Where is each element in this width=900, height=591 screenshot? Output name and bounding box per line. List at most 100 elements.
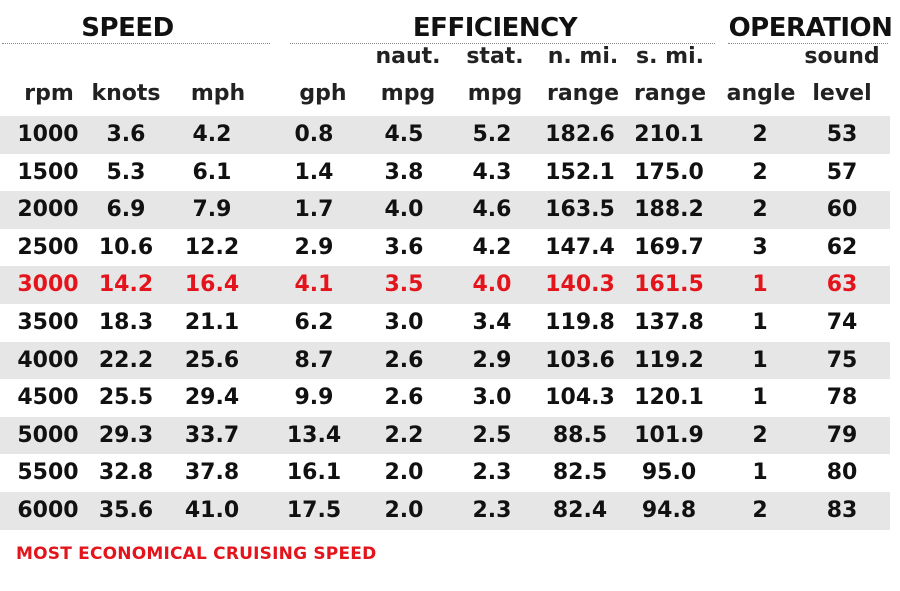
table-cell: 2.9: [294, 234, 334, 260]
table-cell: 82.4: [552, 497, 608, 523]
table-cell: 17.5: [286, 497, 342, 523]
table-cell: 120.1: [634, 385, 704, 411]
table-cell: 75: [826, 347, 858, 373]
table-cell: 2.9: [472, 347, 512, 373]
operation-divider: [728, 43, 888, 44]
table-cell: 63: [826, 272, 858, 298]
table-cell: 1000: [17, 122, 79, 147]
header-s-range-line2: range: [633, 81, 707, 106]
table-cell: 5.2: [472, 122, 512, 147]
table-cell: 163.5: [545, 197, 615, 223]
header-rpm: rpm: [24, 81, 74, 106]
efficiency-divider: [290, 43, 715, 44]
table-cell: 2500: [17, 234, 79, 260]
table-cell: 3.8: [384, 159, 424, 185]
table-cell: 3: [752, 234, 768, 260]
table-cell: 83: [826, 497, 858, 523]
table-cell: 1: [752, 347, 768, 373]
table-cell: 5000: [17, 422, 79, 448]
header-n-range-line2: range: [546, 81, 620, 106]
footnote-economical-speed: MOST ECONOMICAL CRUISING SPEED: [16, 544, 377, 564]
table-cell: 4000: [17, 347, 79, 373]
header-naut-mpg-line2: mpg: [380, 81, 436, 106]
table-row: 5500 32.8 37.8 16.1 2.0 2.3 82.5 95.0 1 80: [0, 454, 890, 492]
table-row: 2500 10.6 12.2 2.9 3.6 4.2 147.4 169.7 3 62: [0, 229, 890, 267]
table-cell: 80: [826, 460, 858, 486]
table-cell: 3.6: [106, 122, 146, 147]
table-cell: 1.4: [294, 159, 334, 185]
table-cell: 188.2: [634, 197, 704, 223]
table-row: 5000 29.3 33.7 13.4 2.2 2.5 88.5 101.9 2 79: [0, 416, 890, 455]
table-cell: 6.1: [192, 159, 232, 185]
table-cell: 2000: [17, 197, 79, 223]
table-cell: 78: [826, 385, 858, 411]
table-cell: 5.3: [106, 159, 146, 185]
table-cell: 37.8: [184, 460, 240, 486]
table-cell: 137.8: [634, 309, 704, 335]
table-cell: 3.5: [384, 272, 424, 298]
table-cell: 4.2: [472, 234, 512, 260]
group-heading-efficiency: EFFICIENCY: [412, 13, 578, 43]
table-cell: 12.2: [184, 234, 240, 260]
table-cell: 22.2: [98, 347, 154, 373]
table-cell: 14.2: [98, 272, 154, 298]
table-cell: 25.6: [184, 347, 240, 373]
table-cell: 152.1: [545, 159, 615, 185]
table-cell: 29.4: [184, 385, 240, 411]
table-cell: 3000: [17, 272, 79, 298]
table-cell: 2: [752, 122, 768, 147]
table-cell: 53: [826, 122, 858, 147]
table-row: 1000 3.6 4.2 0.8 4.5 5.2 182.6 210.1 2 53: [0, 116, 890, 154]
table-cell: 88.5: [552, 422, 608, 448]
table-cell: 161.5: [634, 272, 704, 298]
table-cell: 2: [752, 422, 768, 448]
table-cell: 2.6: [384, 385, 424, 411]
table-cell: 5500: [17, 460, 79, 486]
table-cell: 62: [826, 234, 858, 260]
table-cell: 210.1: [634, 122, 704, 147]
table-cell: 41.0: [184, 497, 240, 523]
table-cell: 25.5: [98, 385, 154, 411]
table-cell: 82.5: [552, 460, 608, 486]
header-gph: gph: [299, 81, 347, 106]
speed-divider: [2, 43, 270, 44]
table-cell: 57: [826, 159, 858, 185]
table-cell: 33.7: [184, 422, 240, 448]
table-cell: 10.6: [98, 234, 154, 260]
table-cell: 3500: [17, 309, 79, 335]
group-heading-operation: OPERATION: [728, 13, 893, 43]
table-cell: 6.2: [294, 309, 334, 335]
table-cell: 2.6: [384, 347, 424, 373]
table-row: 2000 6.9 7.9 1.7 4.0 4.6 163.5 188.2 2 60: [0, 191, 890, 229]
header-n-range-line1: n. mi.: [547, 44, 619, 69]
table-cell: 6.9: [106, 197, 146, 223]
table-cell: 3.0: [384, 309, 424, 335]
table-cell: 4.2: [192, 122, 232, 147]
table-cell: 1.7: [294, 197, 334, 223]
table-cell: 16.1: [286, 460, 342, 486]
table-cell: 60: [826, 197, 858, 223]
header-knots: knots: [91, 81, 161, 106]
table-cell: 2.5: [472, 422, 512, 448]
header-stat-mpg-line1: stat.: [466, 44, 524, 69]
table-cell: 2: [752, 197, 768, 223]
table-cell: 4.6: [472, 197, 512, 223]
table-cell: 103.6: [545, 347, 615, 373]
table-cell: 79: [826, 422, 858, 448]
table-cell: 2: [752, 497, 768, 523]
table-cell: 4.5: [384, 122, 424, 147]
table-cell: 8.7: [294, 347, 334, 373]
table-cell: 2: [752, 159, 768, 185]
table-cell: 1: [752, 385, 768, 411]
table-row: 4500 25.5 29.4 9.9 2.6 3.0 104.3 120.1 1 78: [0, 379, 890, 417]
table-cell: 94.8: [641, 497, 697, 523]
table-cell: 2.0: [384, 497, 424, 523]
table-cell: 2.3: [472, 497, 512, 523]
table-cell: 3.4: [472, 309, 512, 335]
header-s-range-line1: s. mi.: [636, 44, 704, 69]
table-cell: 9.9: [294, 385, 334, 411]
table-cell: 1500: [17, 159, 79, 185]
table-cell: 4.0: [384, 197, 424, 223]
table-cell: 104.3: [545, 385, 615, 411]
table-cell: 1: [752, 309, 768, 335]
